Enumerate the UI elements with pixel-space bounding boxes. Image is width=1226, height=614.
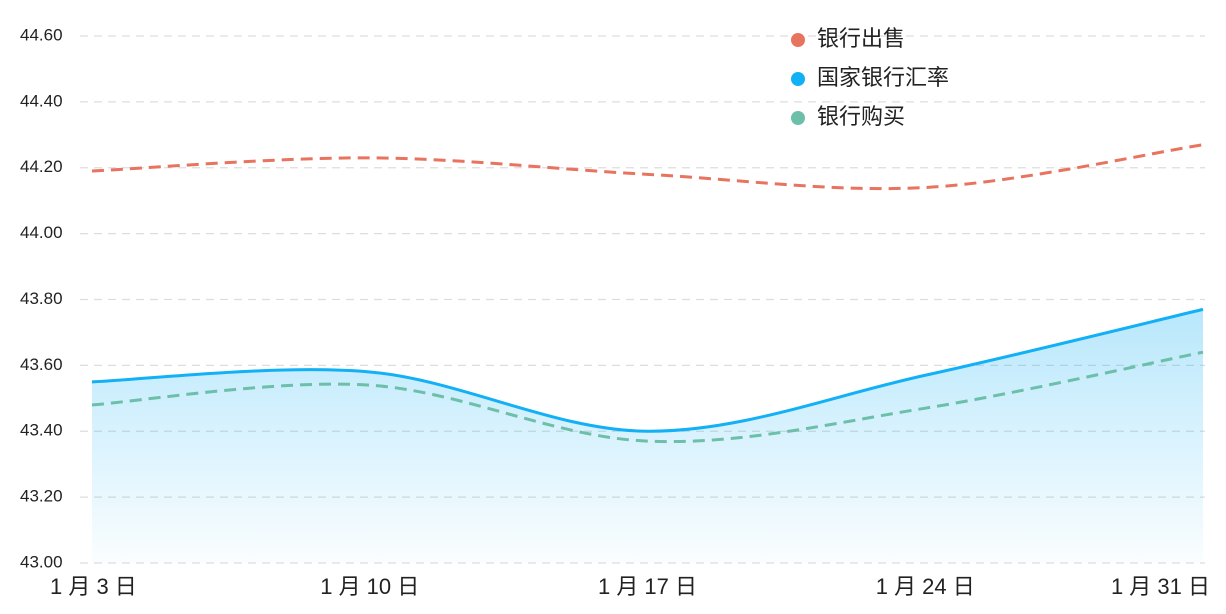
area [92,309,1203,563]
line [91,143,1204,191]
x-tick-label: 1 月 24 日 [876,574,975,599]
legend-marker [791,72,805,86]
x-tick-label: 1 月 31 日 [1111,574,1210,599]
y-tick-label: 44.40 [20,91,63,110]
y-tick-label: 44.00 [20,223,63,242]
y-tick-label: 43.80 [20,289,63,308]
x-tick-label: 1 月 17 日 [598,574,697,599]
line [91,350,1204,444]
legend-marker [791,33,805,47]
x-tick-label: 1 月 3 日 [50,574,137,599]
y-tick-label: 44.60 [20,25,63,44]
y-tick-label: 43.20 [20,487,63,506]
legend-label: 银行出售 [817,27,905,52]
legend-label: 银行购买 [817,105,905,130]
legend-marker [791,111,805,125]
legend-label: 国家银行汇率 [817,66,949,91]
y-tick-label: 43.60 [20,355,63,374]
y-tick-label: 43.40 [20,421,63,440]
line [91,307,1204,433]
x-tick-label: 1 月 10 日 [320,574,419,599]
y-tick-label: 44.20 [20,157,63,176]
y-tick-label: 43.00 [20,552,63,571]
